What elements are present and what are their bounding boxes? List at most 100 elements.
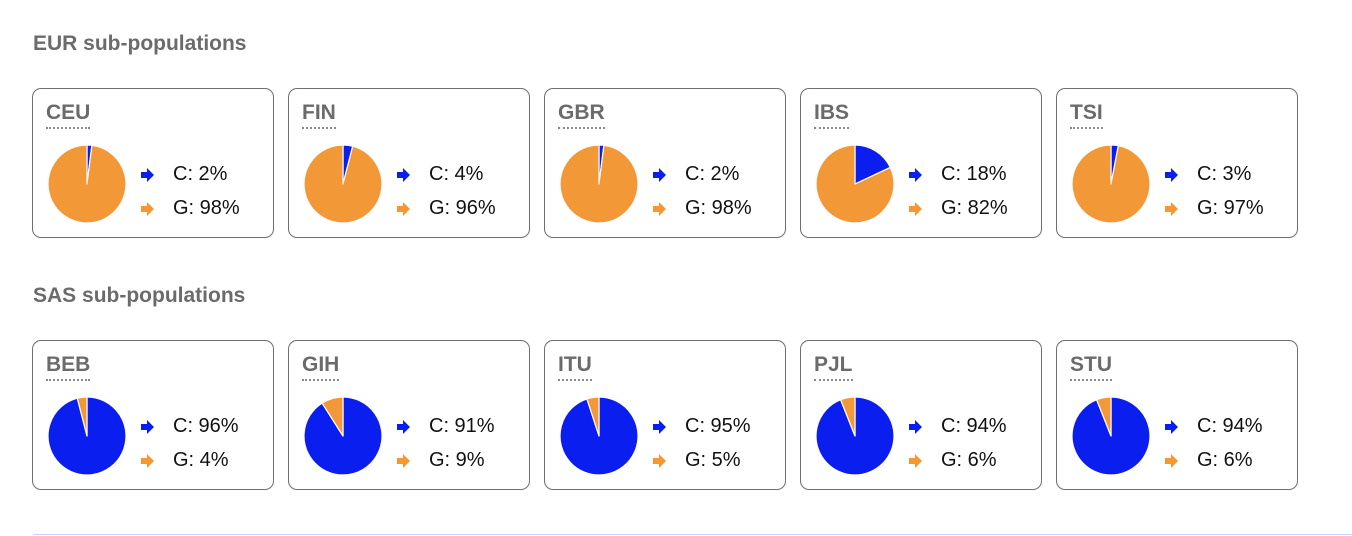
- population-label[interactable]: FIN: [302, 100, 336, 129]
- legend-value: C: 2%: [173, 163, 228, 185]
- legend-row-g: G: 97%: [1165, 195, 1264, 221]
- legend-row-g: G: 98%: [141, 195, 240, 221]
- arrow-right-icon: [141, 201, 155, 216]
- arrow-right-icon: [909, 167, 923, 182]
- legend-value: G: 9%: [429, 449, 485, 471]
- arrow-right-icon: [653, 419, 667, 434]
- legend-value: C: 91%: [429, 415, 495, 437]
- pie-slice-g: [840, 396, 856, 437]
- pie-chart: [303, 396, 383, 476]
- arrow-right-icon: [141, 453, 155, 468]
- legend-value: C: 96%: [173, 415, 239, 437]
- arrow-right-icon: [1165, 453, 1179, 468]
- pie-slice-g: [47, 144, 127, 224]
- legend-value: C: 2%: [685, 163, 740, 185]
- legend-value: C: 18%: [941, 163, 1007, 185]
- population-label[interactable]: ITU: [558, 352, 592, 381]
- arrow-right-icon: [1165, 419, 1179, 434]
- legend-value: G: 97%: [1197, 197, 1264, 219]
- arrow-right-icon: [141, 167, 155, 182]
- pie-chart: [559, 396, 639, 476]
- pie-chart: [815, 144, 895, 224]
- arrow-right-icon: [397, 419, 411, 434]
- legend-row-c: C: 18%: [909, 161, 1007, 187]
- pie-card-pjl: PJL C: 94% G: 6%: [800, 340, 1042, 490]
- legend-value: G: 98%: [685, 197, 752, 219]
- pie-chart: [47, 144, 127, 224]
- legend-row-g: G: 6%: [1165, 447, 1253, 473]
- population-label[interactable]: GIH: [302, 352, 340, 381]
- population-label[interactable]: GBR: [558, 100, 605, 129]
- pie-slice-g: [1071, 144, 1151, 224]
- pie-card-gbr: GBR C: 2% G: 98%: [544, 88, 786, 238]
- pie-card-tsi: TSI C: 3% G: 97%: [1056, 88, 1298, 238]
- population-label[interactable]: IBS: [814, 100, 850, 129]
- arrow-right-icon: [397, 453, 411, 468]
- legend-value: G: 98%: [173, 197, 240, 219]
- section-title-eur: EUR sub-populations: [33, 32, 247, 55]
- pie-card-ibs: IBS C: 18% G: 82%: [800, 88, 1042, 238]
- legend-row-g: G: 96%: [397, 195, 496, 221]
- arrow-right-icon: [909, 453, 923, 468]
- legend-row-c: C: 94%: [909, 413, 1007, 439]
- legend-row-c: C: 3%: [1165, 161, 1251, 187]
- divider: [33, 534, 1352, 535]
- population-label[interactable]: PJL: [814, 352, 853, 381]
- pie-slice-g: [303, 144, 383, 224]
- arrow-right-icon: [653, 453, 667, 468]
- population-label[interactable]: CEU: [46, 100, 91, 129]
- pie-chart: [303, 144, 383, 224]
- pie-slice-g: [586, 396, 600, 437]
- pie-slice-g: [815, 144, 895, 224]
- pie-chart: [1071, 144, 1151, 224]
- legend-row-c: C: 2%: [653, 161, 739, 187]
- legend-row-g: G: 4%: [141, 447, 229, 473]
- arrow-right-icon: [1165, 167, 1179, 182]
- pie-slice-c: [854, 144, 891, 185]
- legend-value: G: 6%: [1197, 449, 1253, 471]
- legend-row-c: C: 96%: [141, 413, 239, 439]
- arrow-right-icon: [653, 201, 667, 216]
- pie-slice-g: [321, 396, 344, 437]
- pie-slice-g: [559, 144, 639, 224]
- legend-row-g: G: 98%: [653, 195, 752, 221]
- pie-card-gih: GIH C: 91% G: 9%: [288, 340, 530, 490]
- population-label[interactable]: STU: [1070, 352, 1112, 381]
- population-label[interactable]: BEB: [46, 352, 91, 381]
- legend-value: C: 95%: [685, 415, 751, 437]
- arrow-right-icon: [653, 167, 667, 182]
- pie-chart: [815, 396, 895, 476]
- legend-value: C: 94%: [1197, 415, 1263, 437]
- legend-value: C: 4%: [429, 163, 484, 185]
- legend-value: G: 82%: [941, 197, 1008, 219]
- arrow-right-icon: [397, 201, 411, 216]
- pie-chart: [47, 396, 127, 476]
- population-label[interactable]: TSI: [1070, 100, 1103, 129]
- pie-card-itu: ITU C: 95% G: 5%: [544, 340, 786, 490]
- pie-chart: [559, 144, 639, 224]
- legend-value: G: 6%: [941, 449, 997, 471]
- legend-value: G: 96%: [429, 197, 496, 219]
- legend-row-g: G: 9%: [397, 447, 485, 473]
- pie-chart: [1071, 396, 1151, 476]
- legend-row-g: G: 82%: [909, 195, 1008, 221]
- legend-value: G: 5%: [685, 449, 741, 471]
- pie-card-stu: STU C: 94% G: 6%: [1056, 340, 1298, 490]
- arrow-right-icon: [397, 167, 411, 182]
- arrow-right-icon: [1165, 201, 1179, 216]
- legend-row-c: C: 95%: [653, 413, 751, 439]
- arrow-right-icon: [909, 419, 923, 434]
- section-title-sas: SAS sub-populations: [33, 284, 246, 307]
- legend-row-c: C: 2%: [141, 161, 227, 187]
- legend-row-c: C: 4%: [397, 161, 483, 187]
- legend-row-g: G: 5%: [653, 447, 741, 473]
- legend-row-c: C: 91%: [397, 413, 495, 439]
- pie-slice-g: [1096, 396, 1112, 437]
- pie-card-beb: BEB C: 96% G: 4%: [32, 340, 274, 490]
- legend-row-c: C: 94%: [1165, 413, 1263, 439]
- legend-value: C: 3%: [1197, 163, 1252, 185]
- legend-value: G: 4%: [173, 449, 229, 471]
- arrow-right-icon: [909, 201, 923, 216]
- arrow-right-icon: [141, 419, 155, 434]
- legend-row-g: G: 6%: [909, 447, 997, 473]
